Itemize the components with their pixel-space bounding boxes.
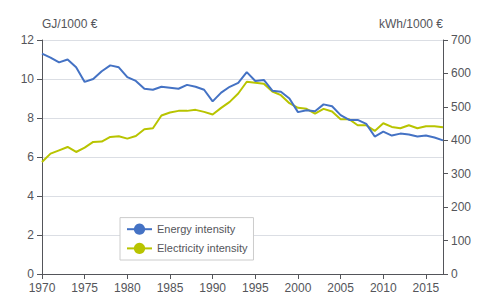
svg-text:2015: 2015 <box>413 281 440 295</box>
svg-text:1970: 1970 <box>29 281 56 295</box>
svg-text:Energy intensity: Energy intensity <box>157 223 236 235</box>
svg-text:500: 500 <box>451 100 471 114</box>
svg-text:1990: 1990 <box>199 281 226 295</box>
svg-text:1995: 1995 <box>242 281 269 295</box>
svg-text:1980: 1980 <box>114 281 141 295</box>
svg-text:12: 12 <box>21 33 35 47</box>
svg-text:6: 6 <box>27 150 34 164</box>
svg-text:0: 0 <box>451 267 458 281</box>
svg-text:4: 4 <box>27 189 34 203</box>
svg-text:kWh/1000 €: kWh/1000 € <box>379 17 443 31</box>
svg-text:100: 100 <box>451 234 471 248</box>
svg-text:2010: 2010 <box>370 281 397 295</box>
svg-text:300: 300 <box>451 167 471 181</box>
svg-text:Electricity intensity: Electricity intensity <box>157 242 248 254</box>
svg-text:400: 400 <box>451 133 471 147</box>
svg-text:1985: 1985 <box>157 281 184 295</box>
svg-text:8: 8 <box>27 111 34 125</box>
svg-text:0: 0 <box>27 267 34 281</box>
svg-text:2000: 2000 <box>285 281 312 295</box>
svg-text:GJ/1000 €: GJ/1000 € <box>42 17 98 31</box>
svg-text:10: 10 <box>21 72 35 86</box>
svg-text:2005: 2005 <box>327 281 354 295</box>
svg-text:200: 200 <box>451 200 471 214</box>
svg-text:1975: 1975 <box>71 281 98 295</box>
svg-text:2: 2 <box>27 228 34 242</box>
svg-text:700: 700 <box>451 33 471 47</box>
svg-text:600: 600 <box>451 66 471 80</box>
